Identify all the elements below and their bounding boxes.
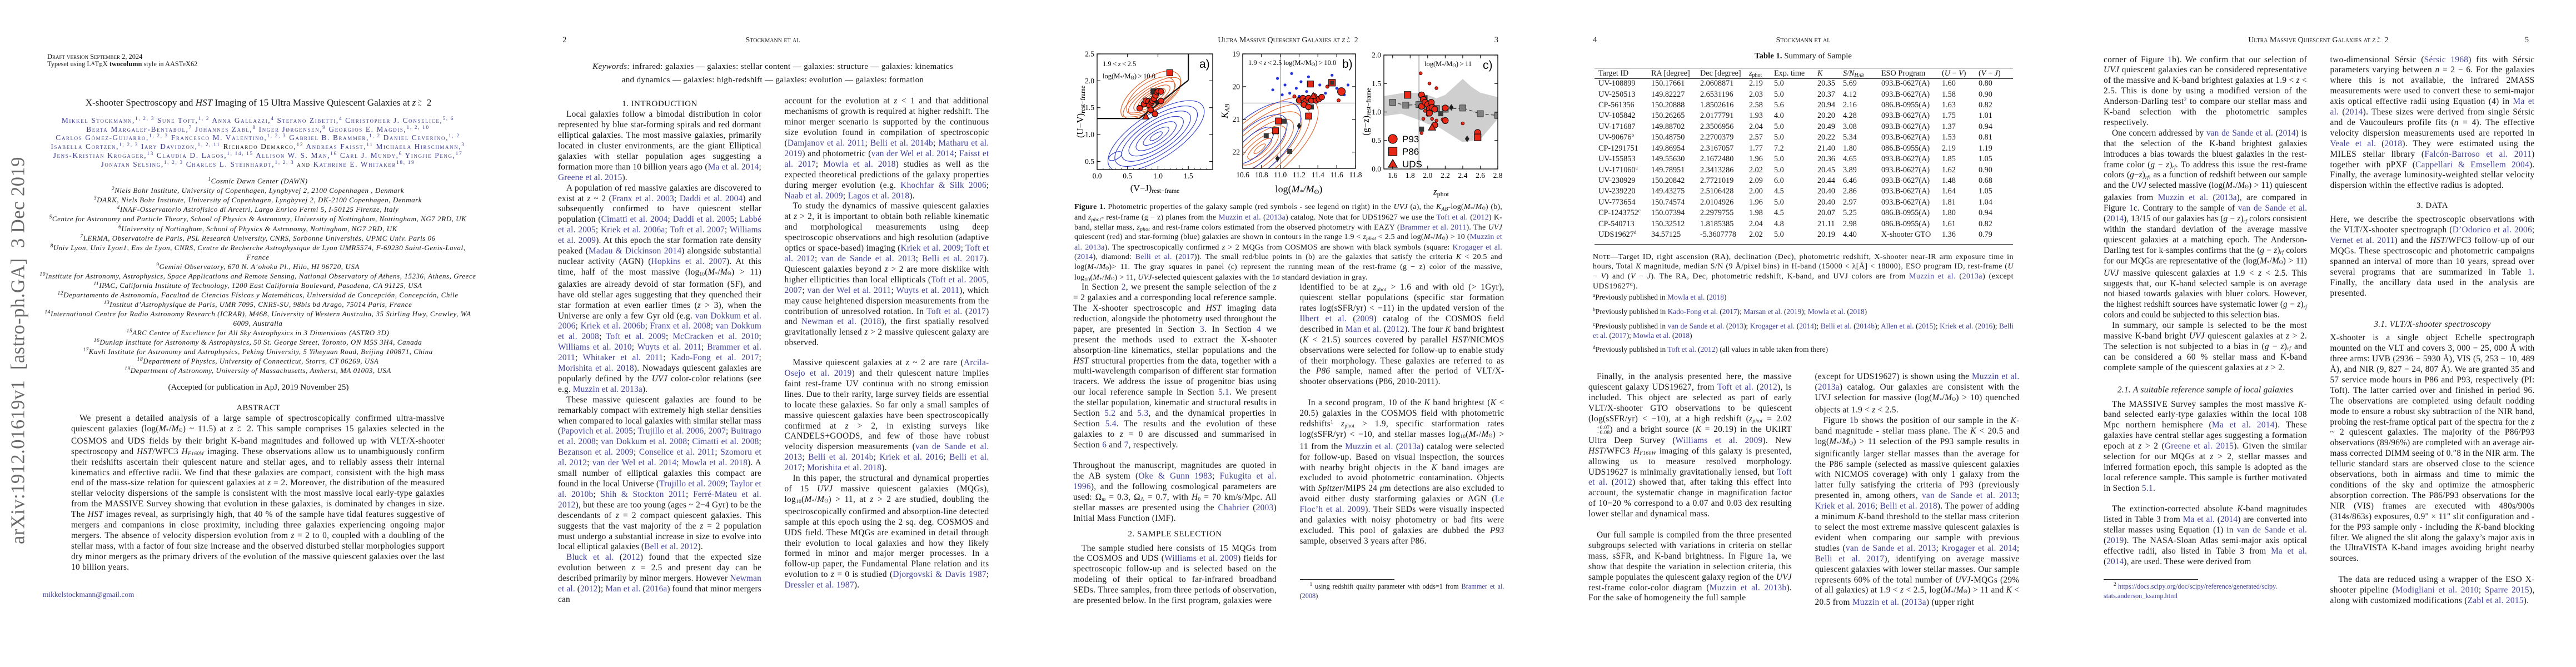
svg-text:~: ~ (418, 101, 422, 107)
svg-text:>: > (418, 99, 422, 105)
svg-text:1.0: 1.0 (1085, 131, 1094, 139)
svg-text:0.5: 0.5 (1123, 172, 1132, 180)
svg-text:P86: P86 (1402, 147, 1419, 157)
svg-text:2.0: 2.0 (1085, 77, 1094, 85)
svg-text:11.6: 11.6 (1331, 171, 1343, 179)
svg-text:2.8: 2.8 (1493, 171, 1503, 180)
svg-text:2.4: 2.4 (1458, 171, 1467, 180)
svg-text:log(M*/Mʘ): log(M*/Mʘ) (1275, 183, 1323, 196)
svg-text:c): c) (1483, 59, 1493, 72)
svg-text:KAB: KAB (1219, 103, 1231, 119)
svg-text:(U−V)rest−frame: (U−V)rest−frame (1075, 86, 1087, 138)
svg-text:19: 19 (1233, 50, 1240, 58)
svg-text:0.0: 0.0 (1372, 165, 1381, 173)
svg-text:0.5: 0.5 (1085, 157, 1094, 166)
svg-text:1.6: 1.6 (1388, 171, 1397, 180)
svg-text:10.6: 10.6 (1236, 171, 1249, 179)
svg-text:2.2: 2.2 (1441, 171, 1450, 180)
svg-text:2.0: 2.0 (1423, 171, 1432, 180)
svg-text:1.0: 1.0 (1153, 172, 1163, 180)
svg-text:(g−z)rest−frame: (g−z)rest−frame (1361, 88, 1372, 136)
svg-text:11.8: 11.8 (1349, 171, 1362, 179)
svg-text:22: 22 (1233, 148, 1240, 156)
svg-text:2.6: 2.6 (1476, 171, 1485, 180)
svg-text:~: ~ (2377, 39, 2380, 44)
svg-text:1.5: 1.5 (1184, 172, 1193, 180)
svg-text:1.5: 1.5 (1372, 79, 1381, 88)
svg-text:(V−J)rest−frame: (V−J)rest−frame (1130, 183, 1180, 195)
svg-text:>: > (237, 425, 241, 431)
svg-text:11.2: 11.2 (1293, 171, 1306, 179)
svg-text:2.0: 2.0 (1372, 51, 1381, 59)
svg-text:2.5: 2.5 (1085, 50, 1094, 58)
svg-text:a): a) (1199, 58, 1210, 71)
svg-text:1.0: 1.0 (1372, 108, 1381, 116)
svg-text:10.8: 10.8 (1255, 171, 1268, 179)
svg-text:>: > (1347, 36, 1350, 42)
svg-text:log(M*/Mʘ) > 11: log(M*/Mʘ) > 11 (1424, 60, 1472, 68)
svg-text:1.5: 1.5 (1085, 103, 1094, 112)
svg-text:1.9 < z < 2.5: 1.9 < z < 2.5 (1103, 60, 1136, 68)
svg-text:~: ~ (1347, 39, 1350, 44)
svg-text:P93: P93 (1402, 134, 1419, 145)
svg-text:~: ~ (237, 427, 241, 433)
svg-text:UDS: UDS (1402, 159, 1422, 170)
svg-text:>: > (2377, 36, 2380, 42)
svg-text:log(M*/Mʘ) > 10.0: log(M*/Mʘ) > 10.0 (1103, 72, 1155, 81)
svg-text:1.9 < z < 2.5 log(M*/Mʘ) > 10.: 1.9 < z < 2.5 log(M*/Mʘ) > 10.0 (1248, 59, 1336, 67)
svg-text:20: 20 (1233, 82, 1240, 91)
svg-text:b): b) (1342, 58, 1353, 71)
svg-text:zphot: zphot (1433, 186, 1449, 198)
svg-text:0.0: 0.0 (1093, 172, 1102, 180)
svg-text:0.5: 0.5 (1372, 136, 1381, 145)
svg-text:21: 21 (1233, 115, 1240, 123)
svg-text:11.4: 11.4 (1312, 171, 1324, 179)
svg-text:11.0: 11.0 (1274, 171, 1287, 179)
svg-text:1.8: 1.8 (1406, 171, 1415, 180)
